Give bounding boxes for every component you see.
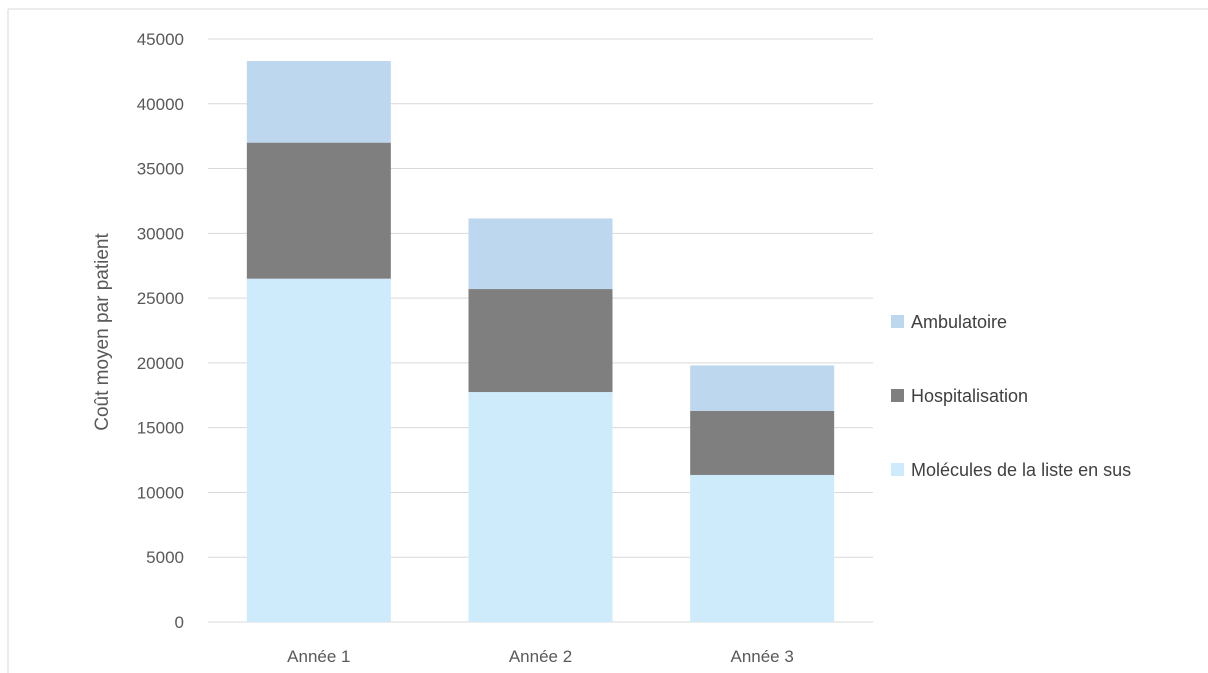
y-tick-label-15000: 15000 <box>137 419 184 438</box>
y-tick-label-0: 0 <box>175 613 184 632</box>
bar-1-3 <box>690 474 835 622</box>
bar-3-3 <box>690 365 835 411</box>
y-tick-label-10000: 10000 <box>137 483 184 502</box>
bar-3-1 <box>246 61 391 143</box>
bar-2-3 <box>690 410 835 475</box>
bar-2-1 <box>246 142 391 279</box>
legend-swatch-2 <box>891 389 904 402</box>
x-axis-ticks: Année 1 Année 2 Année 3 <box>287 647 794 666</box>
x-tick-label-2: Année 2 <box>509 647 572 666</box>
y-axis-title: Coût moyen par patient <box>92 233 113 431</box>
y-tick-label-25000: 25000 <box>137 289 184 308</box>
legend-swatch-3 <box>891 463 904 476</box>
legend-swatch-1 <box>891 315 904 328</box>
bar-3-2 <box>468 218 613 290</box>
bar-2-2 <box>468 289 613 393</box>
x-tick-label-3: Année 3 <box>730 647 793 666</box>
y-tick-label-30000: 30000 <box>137 224 184 243</box>
bar-1-2 <box>468 392 613 622</box>
legend: Ambulatoire Hospitalisation Molécules de l… <box>891 312 1131 480</box>
legend-label-3: Molécules de la liste en sus <box>911 460 1131 480</box>
y-tick-label-35000: 35000 <box>137 160 184 179</box>
bars <box>246 61 835 622</box>
legend-label-1: Ambulatoire <box>911 312 1007 332</box>
y-axis-ticks: 0 5000 10000 15000 20000 25000 30000 35000 40000… <box>137 30 184 632</box>
legend-label-2: Hospitalisation <box>911 386 1028 406</box>
y-tick-label-5000: 5000 <box>146 548 184 567</box>
y-tick-label-20000: 20000 <box>137 354 184 373</box>
x-tick-label-1: Année 1 <box>287 647 350 666</box>
bar-1-1 <box>246 278 391 622</box>
y-tick-label-40000: 40000 <box>137 95 184 114</box>
y-tick-label-45000: 45000 <box>137 30 184 49</box>
